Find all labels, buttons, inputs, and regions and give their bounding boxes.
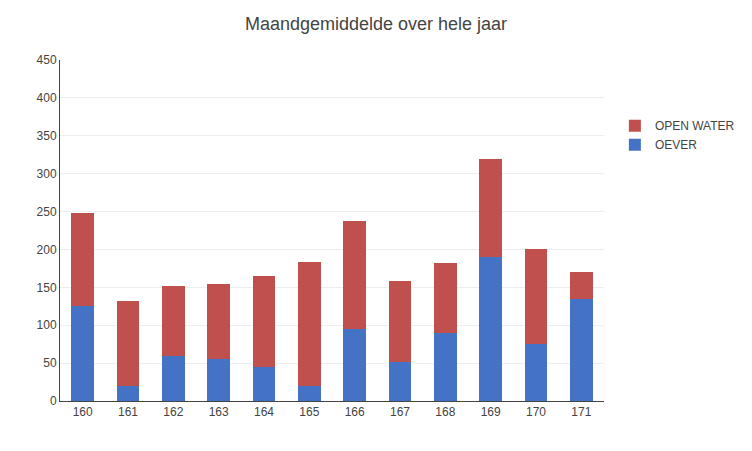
svg-text:170: 170: [526, 405, 546, 419]
svg-text:168: 168: [435, 405, 455, 419]
svg-text:171: 171: [571, 405, 591, 419]
svg-text:100: 100: [37, 318, 57, 332]
svg-text:350: 350: [37, 129, 57, 143]
svg-text:400: 400: [37, 91, 57, 105]
svg-text:150: 150: [37, 281, 57, 295]
svg-text:165: 165: [299, 405, 319, 419]
svg-text:50: 50: [43, 356, 57, 370]
svg-text:Maandgemiddelde over hele jaar: Maandgemiddelde over hele jaar: [245, 14, 507, 34]
svg-text:162: 162: [163, 405, 183, 419]
svg-text:450: 450: [37, 53, 57, 67]
svg-text:160: 160: [73, 405, 93, 419]
svg-text:166: 166: [345, 405, 365, 419]
svg-text:OEVER: OEVER: [655, 138, 697, 152]
svg-text:0: 0: [50, 394, 57, 408]
svg-text:164: 164: [254, 405, 274, 419]
svg-text:250: 250: [37, 205, 57, 219]
svg-text:169: 169: [481, 405, 501, 419]
svg-text:200: 200: [37, 243, 57, 257]
svg-text:OPEN WATER: OPEN WATER: [655, 119, 735, 133]
svg-text:161: 161: [118, 405, 138, 419]
svg-text:167: 167: [390, 405, 410, 419]
svg-text:300: 300: [37, 167, 57, 181]
svg-text:163: 163: [209, 405, 229, 419]
